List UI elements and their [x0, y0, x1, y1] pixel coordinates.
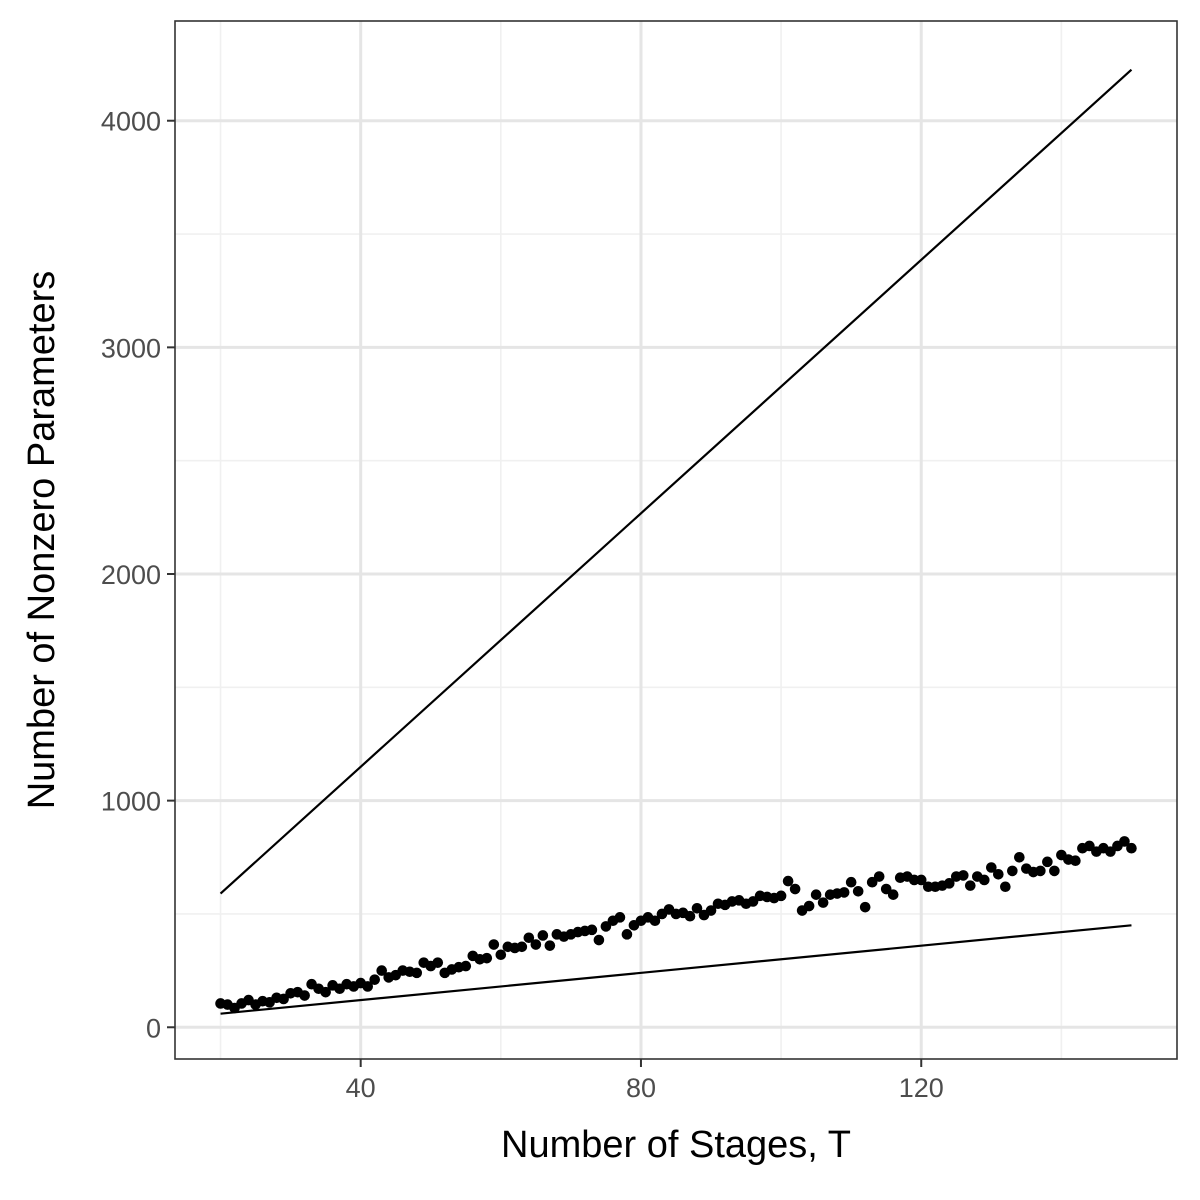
- x-tick-label: 80: [626, 1073, 656, 1103]
- data-point: [523, 932, 535, 944]
- data-point: [1070, 855, 1081, 866]
- data-point: [516, 941, 528, 953]
- y-tick-label: 0: [146, 1013, 161, 1043]
- data-point: [803, 900, 815, 912]
- data-point: [817, 897, 829, 908]
- data-point: [979, 874, 990, 886]
- data-point: [964, 880, 976, 891]
- data-point: [1000, 881, 1011, 893]
- data-point: [320, 986, 331, 998]
- y-axis-title: Number of Nonzero Parameters: [21, 271, 63, 810]
- data-point: [460, 960, 472, 972]
- data-point: [957, 870, 969, 881]
- data-point: [775, 890, 787, 902]
- data-point: [376, 965, 388, 976]
- data-point: [1119, 836, 1130, 847]
- y-tick-label: 2000: [101, 560, 161, 590]
- y-tick-label: 1000: [101, 787, 161, 817]
- x-axis-title: Number of Stages, T: [501, 1124, 851, 1166]
- data-point: [362, 981, 373, 992]
- data-point: [1035, 865, 1046, 877]
- data-point: [789, 883, 801, 895]
- data-point: [873, 871, 885, 882]
- data-point: [530, 939, 542, 950]
- data-point: [614, 912, 626, 923]
- reference-line-2: [220, 924, 1132, 1015]
- x-axis-ticks: 40 80 120: [346, 1059, 944, 1103]
- data-point: [649, 915, 661, 927]
- data-point: [299, 990, 310, 1001]
- data-point: [1049, 865, 1060, 877]
- data-point: [1042, 856, 1053, 868]
- data-point: [993, 868, 1004, 880]
- data-series: [215, 68, 1137, 1015]
- data-point: [859, 901, 871, 913]
- data-point: [544, 940, 556, 951]
- y-axis-ticks: 0 1000 2000 3000 4000: [101, 107, 175, 1043]
- y-tick-label: 3000: [101, 333, 161, 363]
- data-point: [488, 939, 500, 950]
- data-point: [852, 885, 864, 897]
- data-point: [369, 974, 380, 985]
- data-point: [705, 905, 717, 916]
- data-point: [1014, 851, 1025, 863]
- data-point: [782, 875, 794, 887]
- data-point: [810, 889, 822, 900]
- data-point: [887, 889, 899, 900]
- data-point: [684, 910, 696, 922]
- major-gridlines: [175, 21, 1177, 1059]
- data-point: [915, 874, 927, 886]
- y-tick-label: 4000: [101, 107, 161, 137]
- data-point: [1126, 842, 1137, 854]
- data-point: [495, 949, 507, 961]
- data-point: [1007, 865, 1018, 877]
- data-point: [586, 924, 598, 936]
- x-tick-label: 40: [346, 1073, 376, 1103]
- data-point: [838, 887, 850, 898]
- reference-line-1: [219, 68, 1133, 895]
- data-point: [432, 957, 444, 968]
- data-point: [943, 878, 955, 889]
- plot-panel-border: [174, 20, 1178, 1060]
- data-point: [537, 930, 549, 941]
- data-point: [411, 967, 423, 979]
- data-point: [845, 876, 857, 888]
- data-point: [621, 929, 633, 940]
- data-point: [986, 862, 997, 873]
- data-point: [593, 934, 605, 946]
- data-point: [481, 952, 493, 964]
- x-tick-label: 120: [899, 1073, 944, 1103]
- minor-gridlines: [175, 21, 1177, 1059]
- data-point: [691, 902, 703, 914]
